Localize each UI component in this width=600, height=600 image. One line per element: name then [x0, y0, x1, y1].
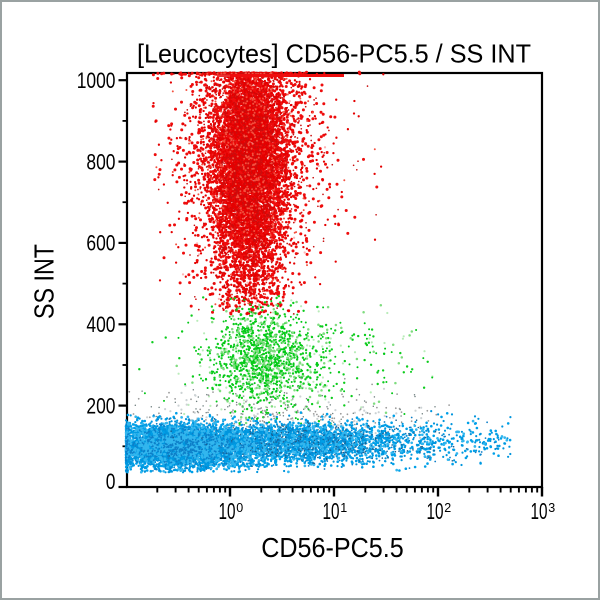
- svg-text:10: 10: [531, 498, 548, 524]
- svg-text:3: 3: [548, 501, 555, 515]
- svg-text:2: 2: [444, 501, 451, 515]
- svg-text:1: 1: [340, 501, 347, 515]
- svg-text:SS INT: SS INT: [29, 244, 60, 319]
- svg-text:800: 800: [86, 149, 115, 174]
- svg-text:0: 0: [236, 501, 243, 515]
- svg-text:[Leucocytes] CD56-PC5.5 / SS I: [Leucocytes] CD56-PC5.5 / SS INT: [137, 39, 531, 69]
- svg-text:CD56-PC5.5: CD56-PC5.5: [261, 532, 404, 563]
- svg-text:10: 10: [427, 498, 444, 524]
- svg-text:600: 600: [86, 231, 115, 256]
- svg-text:200: 200: [86, 393, 115, 418]
- svg-text:400: 400: [86, 312, 115, 337]
- svg-text:0: 0: [106, 469, 116, 494]
- svg-text:10: 10: [219, 498, 236, 524]
- svg-text:10: 10: [323, 498, 340, 524]
- svg-text:1000: 1000: [77, 68, 116, 93]
